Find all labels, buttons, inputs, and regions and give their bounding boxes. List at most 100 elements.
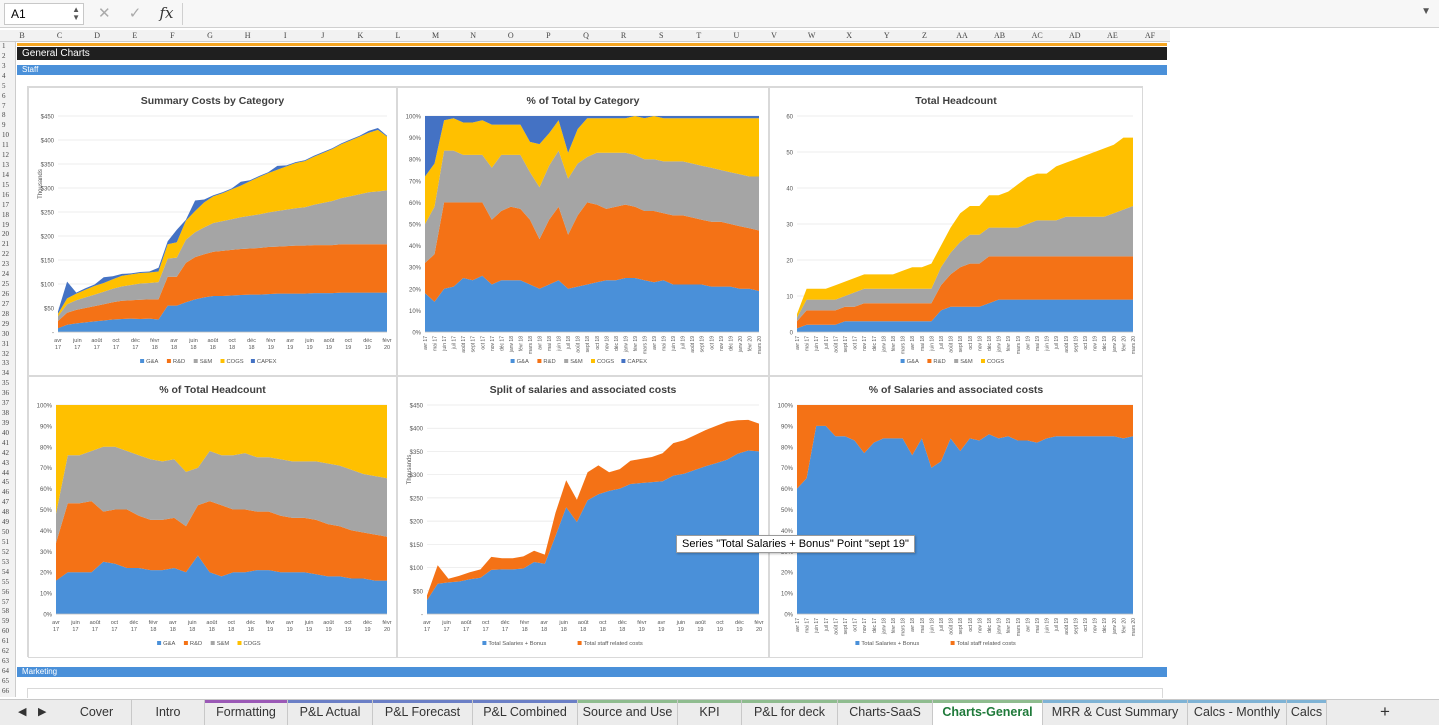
row-header[interactable]: 57 xyxy=(2,597,9,606)
row-header[interactable]: 64 xyxy=(2,666,9,675)
close-icon[interactable]: ✕ xyxy=(98,5,111,22)
chart-svg[interactable]: Split of salaries and associated costs - $… xyxy=(397,376,769,658)
tab-p-l-for-deck[interactable]: P&L for deck xyxy=(742,700,838,725)
area-series-cogs[interactable] xyxy=(797,137,1133,318)
row-header[interactable]: 39 xyxy=(2,418,9,427)
column-header[interactable]: R xyxy=(620,31,627,40)
row-header[interactable]: 1 xyxy=(2,42,6,50)
chart-split-salaries[interactable]: Split of salaries and associated costs - $… xyxy=(397,376,769,658)
column-header[interactable]: K xyxy=(357,31,364,40)
row-header[interactable]: 51 xyxy=(2,538,9,546)
area-series-g-a[interactable] xyxy=(425,275,759,332)
chart-svg[interactable]: Total Headcount 0 10 20 30 40 50 60 avr 17 mai 17… xyxy=(769,87,1143,376)
row-header[interactable]: 66 xyxy=(2,686,9,695)
row-header[interactable]: 12 xyxy=(2,151,9,160)
row-header[interactable]: 32 xyxy=(2,349,9,358)
column-header[interactable]: Z xyxy=(921,31,927,40)
chart-pct-total-headcount[interactable]: % of Total Headcount 0% 10% 20% 30% 40% 50% 60%… xyxy=(28,376,397,658)
chevron-down-icon[interactable]: ▼ xyxy=(1421,6,1431,17)
column-header[interactable]: Y xyxy=(883,31,890,40)
column-header[interactable]: W xyxy=(807,31,816,40)
area-series-total-salaries-bonus[interactable] xyxy=(797,425,1133,614)
column-header[interactable]: AA xyxy=(956,31,968,40)
row-header[interactable]: 35 xyxy=(2,379,9,388)
column-header[interactable]: C xyxy=(56,31,63,40)
tab-calcs[interactable]: Calcs xyxy=(1287,700,1327,725)
tab-p-l-combined[interactable]: P&L Combined xyxy=(473,700,578,725)
row-header[interactable]: 30 xyxy=(2,329,9,338)
chart-pct-total-category[interactable]: % of Total by Category 0% 10% 20% 30% 40% 50% 6… xyxy=(397,87,769,376)
row-header[interactable]: 16 xyxy=(2,190,9,199)
row-header[interactable]: 37 xyxy=(2,399,9,408)
area-series-total-staff-related-costs[interactable] xyxy=(427,419,759,601)
column-header[interactable]: J xyxy=(321,31,325,40)
row-header[interactable]: 36 xyxy=(2,389,9,398)
row-header[interactable]: 9 xyxy=(2,121,6,130)
column-header[interactable]: I xyxy=(283,31,287,40)
row-header[interactable]: 49 xyxy=(2,518,9,527)
column-header[interactable]: AE xyxy=(1107,31,1118,40)
row-header[interactable]: 65 xyxy=(2,676,9,685)
tab-charts-saas[interactable]: Charts-SaaS xyxy=(838,700,933,725)
formula-input[interactable] xyxy=(182,3,1432,25)
area-series-r-d[interactable] xyxy=(58,244,387,329)
column-header[interactable]: B xyxy=(19,31,25,40)
add-sheet-button[interactable]: + xyxy=(1380,702,1390,721)
row-header[interactable]: 28 xyxy=(2,309,9,318)
row-header[interactable]: 61 xyxy=(2,637,9,646)
area-series-g-a[interactable] xyxy=(58,292,387,332)
area-series-total-salaries-bonus[interactable] xyxy=(427,450,759,615)
column-header[interactable]: AF xyxy=(1144,31,1156,40)
row-header[interactable]: 62 xyxy=(2,647,9,656)
row-header[interactable]: 24 xyxy=(2,270,9,279)
row-header[interactable]: 2 xyxy=(2,51,6,60)
area-series-cogs[interactable] xyxy=(56,405,387,514)
chart-svg[interactable]: % of Total by Category 0% 10% 20% 30% 40% 50% 6… xyxy=(397,87,769,376)
chevron-left-icon[interactable]: ◀ xyxy=(18,706,27,718)
row-header[interactable]: 60 xyxy=(2,627,9,636)
row-header[interactable]: 5 xyxy=(2,81,6,90)
area-series-s-m[interactable] xyxy=(797,206,1133,322)
area-series-s-m[interactable] xyxy=(56,446,387,543)
area-series-cogs[interactable] xyxy=(58,129,387,317)
row-header[interactable]: 25 xyxy=(2,280,9,289)
area-series-r-d[interactable] xyxy=(797,256,1133,329)
fx-icon[interactable]: fx xyxy=(159,4,174,22)
row-header[interactable]: 8 xyxy=(2,111,6,120)
row-header[interactable]: 53 xyxy=(2,557,9,566)
row-header[interactable]: 44 xyxy=(2,468,9,477)
row-header[interactable]: 50 xyxy=(2,528,9,537)
row-header[interactable]: 43 xyxy=(2,458,9,467)
row-header[interactable]: 29 xyxy=(2,319,9,328)
column-header[interactable]: S xyxy=(658,31,664,40)
column-header[interactable]: X xyxy=(846,31,853,40)
chart-svg[interactable]: % of Salaries and associated costs 0% 10% 2… xyxy=(769,376,1143,658)
row-header[interactable]: 34 xyxy=(2,369,9,378)
column-header[interactable]: T xyxy=(696,31,702,40)
column-header[interactable]: AB xyxy=(994,31,1006,40)
column-header[interactable]: O xyxy=(507,31,514,40)
name-box-stepper-icon[interactable]: ▲ ▼ xyxy=(72,5,80,22)
row-header[interactable]: 7 xyxy=(2,101,6,110)
row-header[interactable]: 23 xyxy=(2,260,9,269)
column-header[interactable]: AC xyxy=(1031,31,1043,40)
row-header[interactable]: 58 xyxy=(2,607,9,616)
row-header[interactable]: 13 xyxy=(2,161,9,170)
row-header[interactable]: 47 xyxy=(2,498,9,507)
column-header[interactable]: H xyxy=(244,31,251,40)
area-series-s-m[interactable] xyxy=(58,190,387,321)
row-header[interactable]: 31 xyxy=(2,339,9,348)
tab-charts-general[interactable]: Charts-General xyxy=(933,700,1043,725)
column-header[interactable]: P xyxy=(546,31,551,40)
chevron-right-icon[interactable]: ▶ xyxy=(38,706,47,718)
row-header[interactable]: 46 xyxy=(2,488,9,497)
column-header[interactable]: D xyxy=(94,31,101,40)
row-header[interactable]: 19 xyxy=(2,220,9,229)
row-header[interactable]: 22 xyxy=(2,250,9,259)
row-header[interactable]: 11 xyxy=(2,141,9,150)
name-box[interactable]: A1 ▲ ▼ xyxy=(4,3,84,25)
area-series-cogs[interactable] xyxy=(425,116,759,224)
row-header[interactable]: 6 xyxy=(2,91,6,100)
row-header[interactable]: 17 xyxy=(2,200,9,209)
chart-svg[interactable]: Summary Costs by Category - $50 $100 $150 $20… xyxy=(28,87,397,376)
